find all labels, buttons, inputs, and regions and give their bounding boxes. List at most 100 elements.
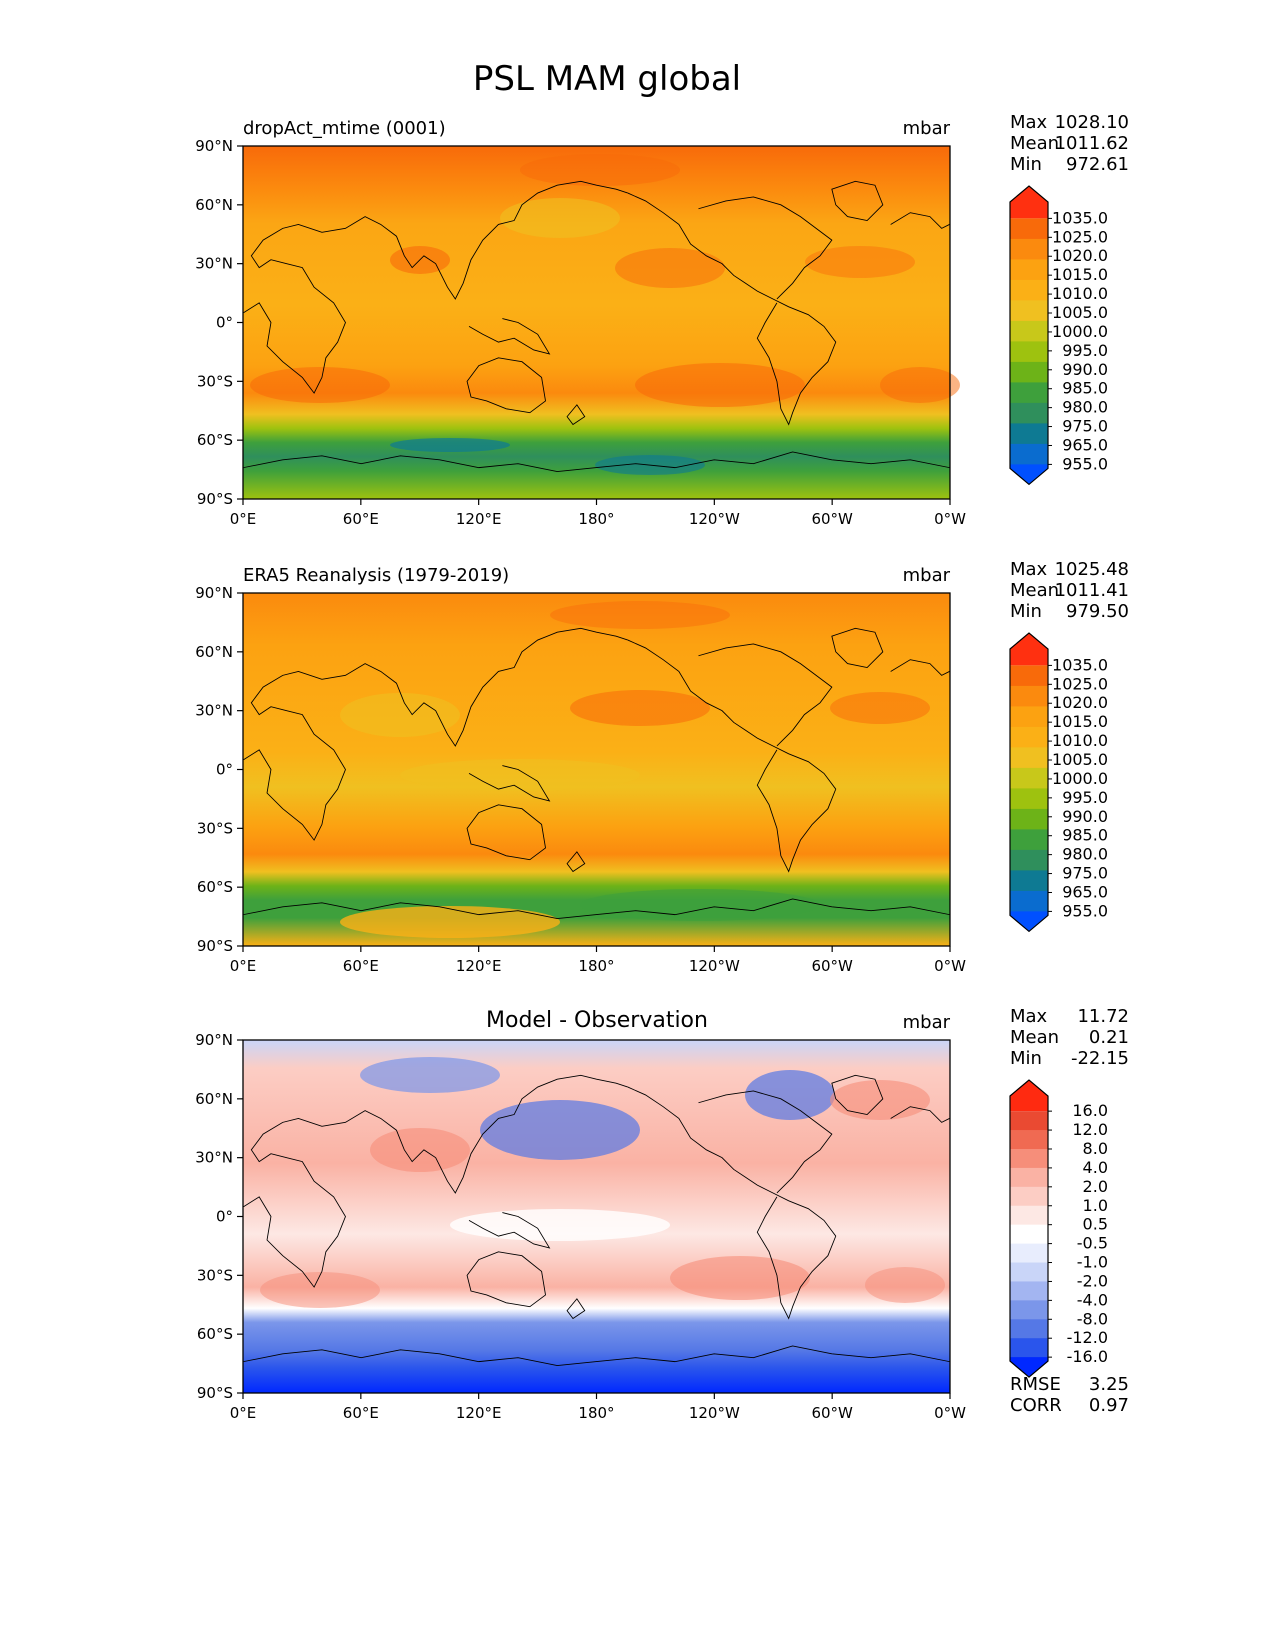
- colorbar-bin: [1010, 320, 1048, 342]
- stat-mean-value: 1011.41: [1055, 580, 1129, 601]
- negative-anomaly: [360, 1057, 500, 1093]
- colorbar-tick-label: 1015.0: [1052, 712, 1108, 731]
- lon-tick-label: 0°E: [230, 510, 257, 528]
- map-field: [243, 146, 950, 499]
- stat-min-value: 979.50: [1066, 601, 1129, 622]
- lat-tick-label: 90°N: [195, 584, 233, 602]
- colorbar-tick-label: 975.0: [1062, 417, 1108, 436]
- corr-label: CORR: [1010, 1395, 1062, 1416]
- panel-diff: Model - Observation mbar 90°N 60°N 30°N 0° 3…: [195, 1006, 1129, 1422]
- map-obs: [242, 592, 951, 947]
- colorbar-bin: [1010, 1205, 1048, 1226]
- colorbar-tick-label: -16.0: [1067, 1347, 1108, 1366]
- colorbar-tick-label: 16.0: [1072, 1101, 1108, 1120]
- colorbar-tick-label: 0.5: [1083, 1215, 1108, 1234]
- lon-tick-label: 60°E: [343, 510, 379, 528]
- colorbar-bin: [1010, 423, 1048, 445]
- colorbar-tick-label: 1035.0: [1052, 208, 1108, 227]
- colorbar-bin: [1010, 1186, 1048, 1207]
- colorbar-bin: [1010, 849, 1048, 871]
- colorbar-tick-label: 1010.0: [1052, 284, 1108, 303]
- figure-title: PSL MAM global: [473, 59, 741, 99]
- panel-units: mbar: [903, 565, 951, 586]
- stat-mean-value: 0.21: [1089, 1027, 1129, 1048]
- colorbar-model: 1035.01025.01020.01015.01010.01005.01000…: [1009, 185, 1108, 486]
- colorbar-tick-label: 1025.0: [1052, 227, 1108, 246]
- lon-tick-label: 0°E: [230, 957, 257, 975]
- colorbar-tick-label: 955.0: [1062, 901, 1108, 920]
- lon-tick-label: 60°E: [343, 1404, 379, 1422]
- lat-axis: 90°N 60°N 30°N 0° 30°S 60°S 90°S: [195, 137, 243, 508]
- colorbar-outline: [1009, 1079, 1049, 1378]
- lat-tick-label: 60°S: [197, 1325, 233, 1343]
- colorbar-bin: [1010, 1111, 1048, 1131]
- panel-center-title: Model - Observation: [486, 1008, 708, 1033]
- lon-tick-label: 120°E: [456, 510, 502, 528]
- colorbar-tick-label: 1025.0: [1052, 674, 1108, 693]
- panel-model: dropAct_mtime (0001) mbar 90°N 60°N 30°N 0°…: [195, 112, 1129, 528]
- lon-tick-label: 120°W: [689, 510, 740, 528]
- lon-tick-label: 60°W: [811, 1404, 853, 1422]
- lat-tick-label: 30°N: [195, 1149, 233, 1167]
- lon-tick-label: 0°W: [934, 957, 966, 975]
- lat-tick-label: 60°N: [195, 1090, 233, 1108]
- colorbar-bin: [1010, 1148, 1048, 1169]
- high-pressure-cell: [830, 692, 930, 724]
- stat-min-value: 972.61: [1066, 154, 1129, 175]
- colorbar-tick-label: 955.0: [1062, 454, 1108, 473]
- colorbar-bin: [1010, 361, 1048, 383]
- colorbar-bin: [1010, 808, 1048, 830]
- colorbar-bin: [1010, 1262, 1048, 1282]
- stat-min-value: -22.15: [1071, 1048, 1129, 1069]
- high-pressure-cell: [550, 601, 730, 629]
- lat-tick-label: 90°N: [195, 1031, 233, 1049]
- colorbar-bin: [1010, 829, 1048, 851]
- colorbar-tick-label: 1020.0: [1052, 246, 1108, 265]
- colorbar-bin: [1010, 402, 1048, 424]
- lon-axis: 0°E 60°E 120°E 180° 120°W 60°W 0°W: [230, 946, 966, 975]
- colorbar-tick-label: 965.0: [1062, 882, 1108, 901]
- stat-min-label: Min: [1010, 154, 1042, 175]
- lat-tick-label: 30°N: [195, 255, 233, 273]
- panel-obs: ERA5 Reanalysis (1979-2019) mbar 90°N 60°…: [195, 559, 1129, 975]
- high-pressure-cell: [880, 367, 960, 403]
- colorbar-tick-label: 965.0: [1062, 435, 1108, 454]
- lat-tick-label: 30°S: [197, 1266, 233, 1284]
- stat-min-label: Min: [1010, 601, 1042, 622]
- panel-subtitle: dropAct_mtime (0001): [243, 118, 446, 139]
- colorbar-bin: [1010, 726, 1048, 748]
- colorbar-bin: [1010, 870, 1048, 892]
- colorbar-tick-label: 4.0: [1083, 1158, 1108, 1177]
- colorbar-tick-label: 995.0: [1062, 341, 1108, 360]
- colorbar-bin: [1010, 382, 1048, 404]
- colorbar-bin: [1010, 443, 1048, 465]
- stat-max-label: Max: [1010, 112, 1048, 133]
- colorbar-tick-label: 2.0: [1083, 1177, 1108, 1196]
- colorbar-tick-label: 980.0: [1062, 398, 1108, 417]
- colorbar-tick-label: 990.0: [1062, 360, 1108, 379]
- lat-tick-label: 60°N: [195, 643, 233, 661]
- colorbar-tick-label: 1035.0: [1052, 655, 1108, 674]
- stat-max-value: 1025.48: [1055, 559, 1129, 580]
- low-pressure-cell: [340, 693, 460, 737]
- panel-units: mbar: [903, 1012, 951, 1033]
- high-pressure-cell: [805, 246, 915, 278]
- rmse-label: RMSE: [1010, 1374, 1061, 1395]
- lat-axis: 90°N 60°N 30°N 0° 30°S 60°S 90°S: [195, 1031, 243, 1402]
- colorbar-tick-label: 980.0: [1062, 845, 1108, 864]
- colorbar-bin: [1010, 685, 1048, 707]
- stat-mean-label: Mean: [1010, 133, 1059, 154]
- colorbar-tick-label: 1020.0: [1052, 693, 1108, 712]
- colorbar-diff: 16.012.08.04.02.01.00.5-0.5-1.0-2.0-4.0-…: [1009, 1079, 1108, 1378]
- colorbar-tick-label: 8.0: [1083, 1139, 1108, 1158]
- stats-block: Max 11.72 Mean 0.21 Min -22.15: [1010, 1006, 1129, 1069]
- lon-tick-label: 180°: [578, 1404, 614, 1422]
- colorbar-outline: [1009, 185, 1049, 486]
- colorbar-bin: [1010, 1130, 1048, 1150]
- colorbar-bin: [1010, 1319, 1048, 1339]
- lat-tick-label: 30°S: [197, 372, 233, 390]
- colorbar-extend-min: [1010, 1357, 1048, 1378]
- colorbar-bin: [1010, 706, 1048, 728]
- colorbar-bin: [1010, 1243, 1048, 1264]
- positive-anomaly: [370, 1128, 470, 1172]
